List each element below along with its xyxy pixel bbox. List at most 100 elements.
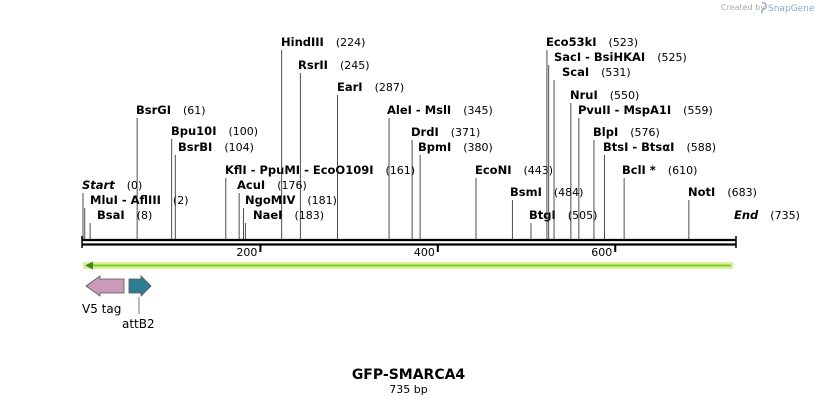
sequence-end: End (735) [734,208,800,222]
site-label-btgi: BtgI [529,208,556,222]
site-pvuii-mspa1i[interactable]: PvuII - MspA1I (559) [578,103,713,239]
orf-arrow[interactable] [83,261,733,270]
site-position-bcli: (610) [668,164,698,177]
site-label-blpi: BlpI [593,125,618,139]
site-position-blpi: (576) [630,126,660,139]
feature-label-attb2: attB2 [122,317,155,331]
site-label-rsrii: RsrII [298,58,328,72]
site-label-btsi-bts-i: BtsI - BtsαI [603,140,674,154]
site-position-econi: (443) [523,164,553,177]
watermark-created-by: Created by [721,3,765,12]
site-kfli-ppumi-ecoo109i[interactable]: KflI - PpuMI - EcoO109I (161) [225,163,415,239]
site-position-bsai: (8) [137,209,153,222]
site-position-pvuii-mspa1i: (559) [683,104,713,117]
site-position-eco53ki: (523) [609,36,639,49]
site-bpmi[interactable]: BpmI (380) [418,140,493,239]
site-eari[interactable]: EarI (287) [337,80,404,239]
attb2-arrow[interactable] [128,275,152,297]
site-position-naei: (183) [294,209,324,222]
site-naei[interactable]: NaeI (183) [244,208,324,239]
site-noti[interactable]: NotI (683) [688,185,757,239]
site-blpi[interactable]: BlpI (576) [593,125,660,239]
map-title: GFP-SMARCA4 [352,367,466,383]
site-acui[interactable]: AcuI (176) [237,178,307,239]
site-saci-bsihkai[interactable]: SacI - BsiHKAI (525) [548,50,687,239]
dna-backbone [81,236,737,248]
site-rsrii[interactable]: RsrII (245) [298,58,370,239]
site-bsrbi[interactable]: BsrBI (104) [174,140,254,239]
site-label-bcli: BclI * [622,163,656,177]
site-position-hindiii: (224) [336,36,366,49]
end-position: (735) [770,209,800,222]
site-position-saci-bsihkai: (525) [657,51,687,64]
site-position-drdi: (371) [451,126,481,139]
sequence-start: Start (0) [82,178,142,239]
site-alei-msli[interactable]: AleI - MslI (345) [387,103,493,239]
site-label-naei: NaeI [253,208,282,222]
site-label-bsai: BsaI [97,208,125,222]
site-bsai[interactable]: BsaI (8) [89,208,153,239]
site-position-scai: (531) [601,66,631,79]
site-label-hindiii: HindIII [281,35,324,49]
site-position-btgi: (505) [568,209,598,222]
site-position-ngomiv: (181) [307,194,337,207]
ruler-tick-label-600: 600 [591,246,612,259]
site-position-nrui: (550) [610,89,640,102]
site-label-drdi: DrdI [411,125,439,139]
site-position-rsrii: (245) [340,59,370,72]
site-label-pvuii-mspa1i: PvuII - MspA1I [578,103,671,117]
feature-v5-tag[interactable]: V5 tag [82,275,125,316]
site-label-econi: EcoNI [475,163,511,177]
watermark-brand: SnapGene [768,4,815,14]
site-label-bsmi: BsmI [510,185,542,199]
end-label: End [734,208,759,222]
site-label-bpmi: BpmI [418,140,451,154]
site-eco53ki[interactable]: Eco53kI (523) [546,35,638,239]
site-econi[interactable]: EcoNI (443) [475,163,553,239]
feature-label-v5-tag: V5 tag [82,302,121,316]
site-position-bsrgi: (61) [183,104,206,117]
site-position-btsi-bts-i: (588) [686,141,716,154]
site-label-bsrbi: BsrBI [178,140,212,154]
site-position-mlui-afliii: (2) [173,194,189,207]
site-nrui[interactable]: NruI (550) [570,88,639,239]
start-position: (0) [127,179,143,192]
site-label-saci-bsihkai: SacI - BsiHKAI [554,50,645,64]
feature-attb2[interactable]: attB2 [122,275,155,331]
v5-tag-arrow[interactable] [85,275,125,297]
site-position-eari: (287) [375,81,405,94]
site-bsmi[interactable]: BsmI (484) [510,185,583,239]
site-label-alei-msli: AleI - MslI [387,103,451,117]
site-bsrgi[interactable]: BsrGI (61) [136,103,206,239]
orf-arrowhead [85,261,93,270]
site-bcli[interactable]: BclI * (610) [622,163,697,239]
site-position-bsrbi: (104) [224,141,254,154]
site-position-bpmi: (380) [463,141,493,154]
restriction-sites: MluI - AflIII (2) BsaI (8) BsrGI (61) Bpu10I (1… [84,35,757,239]
site-ngomiv[interactable]: NgoMIV (181) [243,193,337,239]
site-label-mlui-afliii: MluI - AflIII [90,193,161,207]
site-drdi[interactable]: DrdI (371) [411,125,480,239]
site-position-bsmi: (484) [554,186,584,199]
site-bpu10i[interactable]: Bpu10I (100) [171,124,258,239]
site-scai[interactable]: ScaI (531) [553,65,631,239]
site-btgi[interactable]: BtgI (505) [529,208,597,239]
ruler-tick-label-400: 400 [414,246,435,259]
site-label-nrui: NruI [570,88,598,102]
site-label-bsrgi: BsrGI [136,103,171,117]
sequence-ends: Start (0) End (735) [82,178,800,239]
snapgene-logo-icon [761,2,767,14]
site-position-bpu10i: (100) [228,125,258,138]
map-length: 735 bp [389,383,427,396]
site-label-scai: ScaI [562,65,589,79]
site-label-bpu10i: Bpu10I [171,124,216,138]
site-mlui-afliii[interactable]: MluI - AflIII (2) [84,193,189,239]
site-label-ngomiv: NgoMIV [245,193,295,207]
site-position-acui: (176) [277,179,307,192]
site-btsi-bts-i[interactable]: BtsI - BtsαI (588) [603,140,716,239]
site-label-eco53ki: Eco53kI [546,35,597,49]
site-hindiii[interactable]: HindIII (224) [281,35,365,239]
site-position-alei-msli: (345) [463,104,493,117]
